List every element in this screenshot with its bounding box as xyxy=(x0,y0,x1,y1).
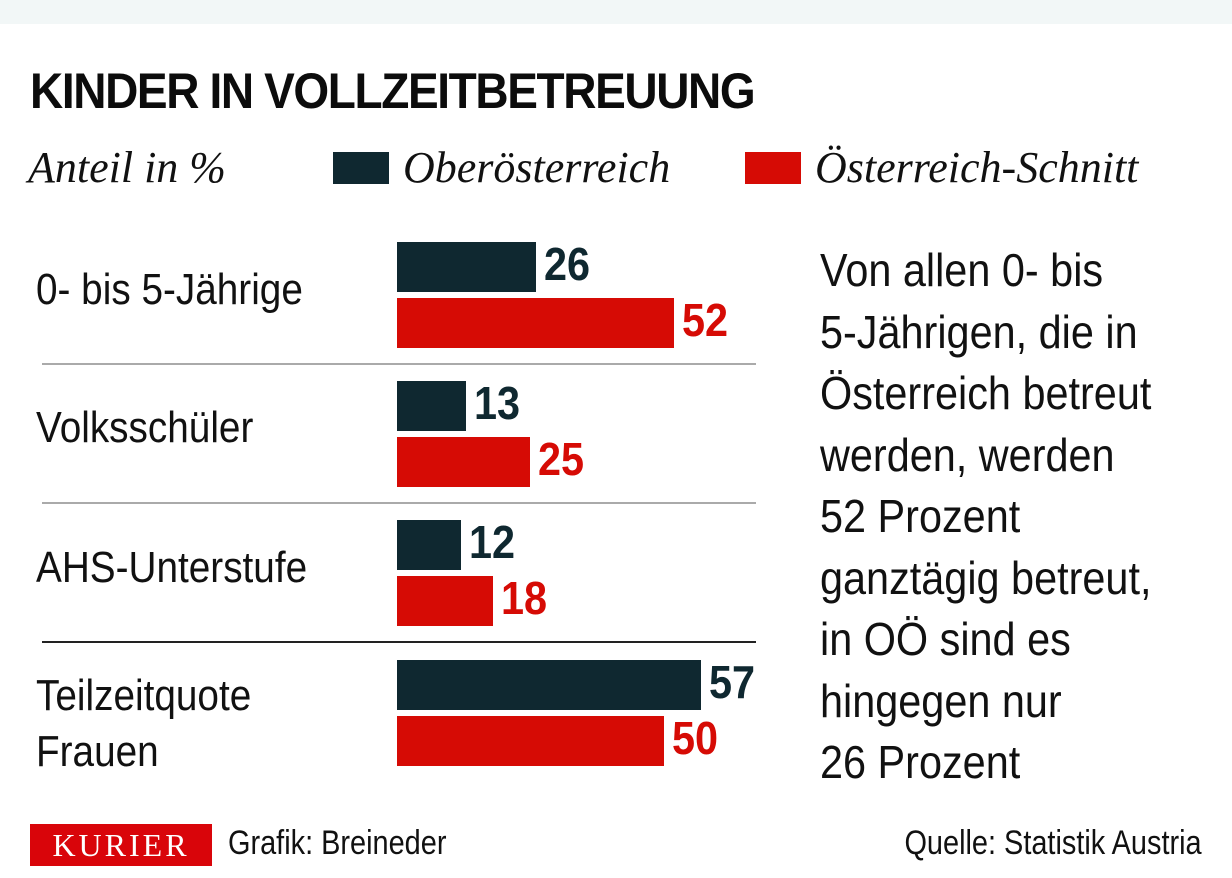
category-label-line: Frauen xyxy=(36,727,159,776)
bar-oberoesterreich xyxy=(397,520,461,570)
legend-label-oesterreich: Österreich-Schnitt xyxy=(815,143,1139,192)
legend-swatch-oesterreich xyxy=(745,151,801,184)
data-label: 12 xyxy=(468,516,516,568)
data-label: 26 xyxy=(543,238,590,290)
data-label: 25 xyxy=(538,433,585,485)
data-label: 13 xyxy=(474,377,521,429)
source-note: Quelle: Statistik Austria xyxy=(904,824,1202,862)
data-label: 52 xyxy=(682,294,729,346)
annotation-line: 26 Prozent xyxy=(820,736,1021,788)
annotation-line: werden, werden xyxy=(820,428,1115,481)
annotation-line: Von allen 0- bis xyxy=(820,244,1104,296)
annotation-line: hingegen nur xyxy=(820,674,1062,727)
bar-oesterreich xyxy=(397,298,675,348)
legend-swatch-oberoesterreich xyxy=(333,151,389,184)
group-divider xyxy=(42,502,756,504)
group-divider xyxy=(42,641,756,643)
category-label: Volksschüler xyxy=(36,403,254,452)
bar-oberoesterreich xyxy=(397,242,536,292)
bar-oberoesterreich xyxy=(397,381,467,431)
graphic-credit: Grafik: Breineder xyxy=(228,824,447,862)
annotation-line: ganztägig betreut, xyxy=(820,551,1152,604)
legend-item-oesterreich: Österreich-Schnitt xyxy=(745,142,1138,193)
annotation-line: in OÖ sind es xyxy=(820,613,1071,665)
group-divider xyxy=(42,363,756,365)
data-label: 50 xyxy=(671,712,718,764)
category-label-line: Teilzeitquote xyxy=(36,671,252,720)
bar-oesterreich xyxy=(397,716,664,766)
bar-oesterreich xyxy=(397,437,531,487)
annotation-line: Österreich betreut xyxy=(820,367,1152,419)
chart-subtitle: Anteil in % xyxy=(28,143,226,192)
data-label: 57 xyxy=(708,656,755,708)
legend-label-oberoesterreich: Oberösterreich xyxy=(403,143,671,192)
legend-item-oberoesterreich: Oberösterreich xyxy=(333,142,670,193)
top-strip xyxy=(0,0,1232,24)
bar-oesterreich xyxy=(397,576,493,626)
chart-title: KINDER IN VOLLZEITBETREUUNG xyxy=(30,63,756,119)
category-label: AHS-Unterstufe xyxy=(36,543,308,592)
data-label: 18 xyxy=(500,572,547,624)
annotation-text: Von allen 0- bis 5-Jährigen, die in Öste… xyxy=(820,240,1180,794)
category-label: 0- bis 5-Jährige xyxy=(36,265,303,314)
annotation-line: 52 Prozent xyxy=(820,490,1021,542)
bar-oberoesterreich xyxy=(397,660,701,710)
category-label: Teilzeitquote Frauen xyxy=(36,668,251,780)
kurier-logo: KURIER xyxy=(30,824,212,866)
annotation-line: 5-Jährigen, die in xyxy=(820,305,1138,358)
